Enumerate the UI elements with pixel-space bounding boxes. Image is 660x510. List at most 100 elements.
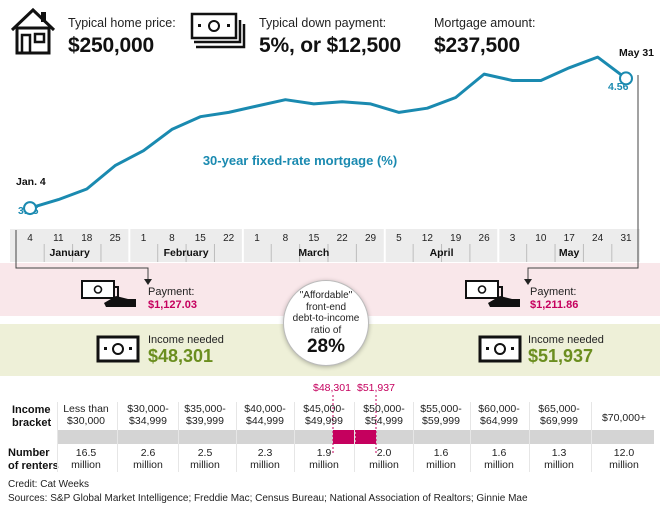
bracket-row-label: Income bracket	[12, 404, 51, 430]
chart-title: 30-year fixed-rate mortgage (%)	[203, 153, 397, 168]
x-tick-label: 15	[195, 233, 207, 244]
x-tick-label: 12	[422, 233, 434, 244]
mortgage-value: $237,500	[434, 34, 520, 57]
month-label: April	[430, 247, 454, 259]
bracket-line: $49,999	[305, 415, 343, 427]
bracket-cell: $65,000- $69,999	[529, 403, 589, 427]
renters-cell: 2.3 million	[235, 447, 295, 471]
credit-text: Credit: Cat Weeks	[8, 479, 89, 490]
end-point-marker	[619, 71, 633, 86]
month-label: March	[298, 247, 329, 259]
renters-line: million	[609, 459, 639, 471]
bracket-line: $69,999	[540, 415, 578, 427]
renters-line: 1.3	[551, 447, 567, 459]
month-label: May	[559, 247, 580, 259]
payment-value-right: $1,211.86	[530, 299, 579, 311]
down-payment-label: Typical down payment:	[259, 16, 387, 30]
x-tick-label: 24	[592, 233, 604, 244]
down-payment-value: 5%, or $12,500	[259, 34, 401, 57]
x-tick-label: 19	[450, 233, 462, 244]
table-col-divider	[354, 402, 355, 472]
bracket-line: $34,999	[129, 415, 167, 427]
payment-label-right: Payment:	[530, 286, 577, 298]
renters-line: million	[190, 459, 220, 471]
table-col-divider	[529, 402, 530, 472]
bracket-cell: $30,000- $34,999	[118, 403, 178, 427]
house-icon	[10, 7, 56, 55]
renters-line: 2.5	[197, 447, 213, 459]
bracket-line: $45,000-	[303, 403, 345, 415]
connector-may	[527, 75, 639, 282]
renters-cell: 1.9 million	[294, 447, 354, 471]
renters-line: 2.6	[140, 447, 156, 459]
x-tick-label: 29	[365, 233, 377, 244]
renters-line: million	[544, 459, 574, 471]
ratio-value: 28%	[306, 336, 346, 357]
hand-cash-icon	[81, 280, 136, 307]
payment-value-left: $1,127.03	[148, 299, 197, 311]
x-tick-label: 8	[169, 233, 175, 244]
bracket-cell: $60,000- $64,999	[469, 403, 529, 427]
sources-text: Sources: S&P Global Market Intelligence;…	[8, 493, 528, 504]
bracket-line: $55,000-	[420, 403, 462, 415]
renters-line: million	[369, 459, 399, 471]
table-col-divider	[294, 402, 295, 472]
renters-cell: 2.6 million	[118, 447, 178, 471]
x-tick-label: 25	[110, 233, 122, 244]
bracket-line: $39,999	[186, 415, 224, 427]
renters-line: million	[250, 459, 280, 471]
renters-line: million	[426, 459, 456, 471]
table-col-divider	[236, 402, 237, 472]
x-tick-label: 17	[564, 233, 576, 244]
bracket-line: $30,000-	[127, 403, 169, 415]
bracket-line: $40,000-	[244, 403, 286, 415]
bracket-cell: $70,000+	[594, 412, 654, 424]
mortgage-label: Mortgage amount:	[434, 16, 536, 30]
ratio-line-3: debt-to-income	[292, 313, 360, 324]
renters-cell: 12.0 million	[594, 447, 654, 471]
renters-line: 2.3	[257, 447, 273, 459]
bracket-cell: $45,000- $49,999	[294, 403, 354, 427]
start-date-label: Jan. 4	[16, 176, 46, 188]
payment-label-left: Payment:	[148, 286, 195, 298]
renters-cell: 1.6 million	[469, 447, 529, 471]
renters-cell: 2.0 million	[354, 447, 414, 471]
income-value-left: $48,301	[148, 346, 214, 366]
ratio-line-2: front-end	[305, 301, 347, 313]
ratio-line-4: ratio of	[310, 324, 342, 336]
x-tick-label: 1	[254, 233, 260, 244]
ratio-line-1: "Affordable"	[299, 290, 353, 301]
renters-line: 2.0	[376, 447, 392, 459]
bracket-cell: $55,000- $59,999	[411, 403, 471, 427]
table-col-divider	[178, 402, 179, 472]
x-axis-band	[10, 229, 640, 262]
bracket-cell: $35,000- $39,999	[175, 403, 235, 427]
renters-line: million	[309, 459, 339, 471]
marker-label-right: $51,937	[357, 382, 395, 394]
banknote-icon	[96, 335, 140, 363]
renters-line: million	[133, 459, 163, 471]
table-col-divider	[413, 402, 414, 472]
income-label-right: Income needed	[528, 334, 604, 346]
renters-cell: 16.5 million	[56, 447, 116, 471]
bracket-line: $54,999	[365, 415, 403, 427]
bracket-line: $64,999	[480, 415, 518, 427]
income-value-right: $51,937	[528, 346, 594, 366]
bracket-cell: $50,000- $54,999	[354, 403, 414, 427]
rate-line	[29, 55, 627, 210]
income-label-left: Income needed	[148, 334, 224, 346]
bracket-line: Less than	[63, 403, 109, 415]
x-tick-label: 1	[141, 233, 147, 244]
renters-label-line-1: Number	[8, 447, 50, 459]
bracket-cell: Less than $30,000	[56, 403, 116, 427]
bracket-line: $50,000-	[363, 403, 405, 415]
month-label: February	[164, 247, 209, 259]
renters-row-label: Number of renters	[8, 447, 59, 473]
renters-label-line-2: of renters	[8, 460, 59, 472]
x-tick-label: 10	[535, 233, 547, 244]
home-price-value: $250,000	[68, 34, 154, 57]
x-tick-label: 5	[396, 233, 402, 244]
x-tick-label: 22	[223, 233, 235, 244]
renters-line: million	[484, 459, 514, 471]
marker-label-left: $48,301	[313, 382, 351, 394]
